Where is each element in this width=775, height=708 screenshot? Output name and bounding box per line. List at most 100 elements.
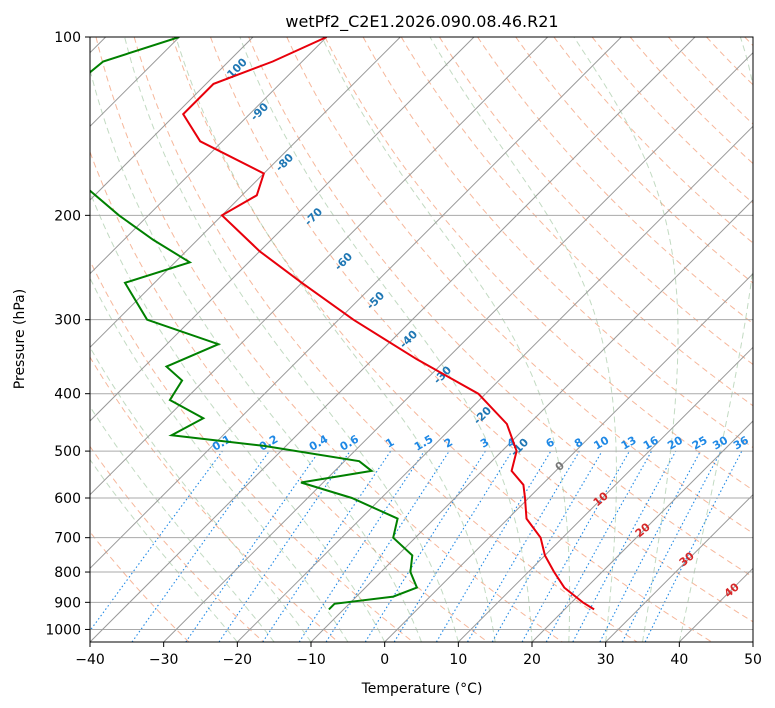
dry-adiabat-label: -90: [248, 100, 271, 123]
mixing-ratio-label: 16: [641, 433, 661, 452]
isotherm: [384, 272, 753, 642]
dry-adiabat-label: -30: [431, 363, 454, 386]
dry-adiabat: [400, 37, 753, 407]
dry-adiabat: [133, 37, 638, 642]
dry-adiabat: [286, 37, 753, 534]
mixing-ratio-line: [364, 450, 486, 642]
x-tick-label: 30: [597, 652, 615, 668]
moist-adiabat: [573, 37, 679, 642]
dry-adiabat: [324, 37, 753, 491]
dry-adiabats: [90, 37, 753, 642]
moist-adiabat: [90, 346, 312, 642]
mixing-ratio-label: 10: [592, 433, 612, 452]
x-tick-label: −30: [149, 652, 179, 668]
isotherm: [90, 37, 622, 570]
dry-adiabat: [171, 37, 712, 642]
moist-adiabat: [321, 37, 571, 642]
dry-adiabat: [706, 37, 753, 86]
moist-adiabat: [175, 37, 496, 642]
x-tick-label: 40: [670, 652, 688, 668]
isotherm: [310, 199, 753, 642]
isotherm: [752, 641, 753, 642]
dry-adiabat: [90, 445, 264, 642]
y-tick-label: 800: [54, 565, 81, 581]
mixing-ratio-label: 25: [690, 434, 710, 453]
mixing-ratio-line: [325, 450, 450, 642]
moist-adiabat: [90, 458, 238, 642]
y-tick-label: 1000: [45, 622, 81, 638]
dry-adiabat: [668, 37, 753, 125]
mixing-ratio-label: 1: [383, 436, 396, 451]
x-tick-label: −20: [223, 652, 253, 668]
x-tick-label: −40: [75, 652, 105, 668]
mixing-ratio-line: [644, 450, 743, 642]
isotherm: [90, 37, 549, 496]
dewpoint-profile-line: [90, 37, 419, 611]
dry-adiabat: [210, 37, 753, 623]
y-axis-label: Pressure (hPa): [12, 289, 28, 389]
mixing-ratio-line: [262, 450, 392, 642]
mixing-ratio-line: [572, 450, 677, 642]
dry-adiabat: [591, 37, 753, 204]
mixing-ratio-line: [218, 450, 351, 642]
pressure-gridlines: [90, 37, 753, 630]
y-tick-label: 200: [54, 208, 81, 224]
chart-title: wetPf2_C2E1.2026.090.08.46.R21: [285, 12, 558, 32]
moist-adiabat: [90, 277, 349, 642]
x-tick-label: 20: [523, 652, 541, 668]
isotherm: [90, 37, 696, 642]
mixing-ratio-label: 30: [710, 433, 730, 452]
x-tick-label: 0: [380, 652, 389, 668]
y-tick-label: 400: [54, 387, 81, 403]
mixing-ratio-line: [467, 450, 580, 642]
y-tick-label: 600: [54, 491, 81, 507]
dry-adiabat-label: -60: [332, 250, 355, 273]
y-tick-label: 500: [54, 444, 81, 460]
dry-adiabat: [95, 37, 563, 642]
dry-adiabat: [248, 37, 753, 578]
isotherm: [605, 493, 753, 642]
isotherm: [678, 567, 753, 642]
temperature-profile-line: [181, 37, 595, 611]
mixing-ratio-line: [298, 450, 425, 642]
x-tick-label: 50: [744, 652, 762, 668]
x-axis-label: Temperature (°C): [361, 681, 483, 697]
mixing-ratio-line: [435, 450, 552, 642]
mixing-ratio-line: [393, 450, 513, 642]
plot-area: 0.1 0.2 0.4 0.6 1 1.5 2 3 4 6 8 10 13 16 20 25 30 36-100-…: [90, 37, 753, 642]
y-axis-ticks: 100 200 300 400 500 600 700 800 900 1000: [45, 30, 90, 638]
mixing-ratio-line: [185, 450, 320, 642]
y-tick-label: 900: [54, 595, 81, 611]
mixing-ratio-line: [545, 450, 653, 642]
x-tick-label: 10: [449, 652, 467, 668]
mixing-ratio-line: [90, 450, 223, 632]
y-tick-label: 300: [54, 313, 81, 329]
dry-adiabat-label: -50: [364, 289, 387, 312]
x-axis-ticks: −40 −30 −20 −10 0 10 20 30 40 50: [75, 642, 762, 668]
mixing-ratio-label: 36: [731, 433, 751, 452]
moist-adiabat: [90, 67, 422, 642]
mixing-ratio-line: [521, 450, 630, 642]
mixing-ratio-line: [131, 450, 270, 642]
dry-adiabat: [438, 37, 753, 366]
moist-adiabat-label: 30: [677, 549, 697, 569]
y-tick-label: 100: [54, 30, 81, 46]
isotherm: [457, 346, 753, 642]
mixing-ratio-label: 3: [478, 436, 491, 451]
dry-adiabat: [553, 37, 753, 244]
moist-adiabat: [429, 37, 617, 642]
mixing-ratio-label: 6: [544, 435, 557, 450]
isotherm: [531, 420, 753, 642]
isotherm: [90, 37, 254, 201]
isotherm: [90, 37, 475, 422]
dry-adiabat: [90, 259, 414, 642]
line-labels: 0.1 0.2 0.4 0.6 1 1.5 2 3 4 6 8 10 13 16 20 25 30 36-100-…: [210, 55, 751, 600]
x-tick-label: −10: [296, 652, 326, 668]
mixing-ratio-label: 0.6: [338, 432, 362, 453]
isotherm: [236, 125, 753, 642]
dry-adiabat-label: -80: [273, 151, 296, 174]
isotherm: [163, 51, 753, 642]
dry-adiabat: [90, 531, 190, 642]
isotherm: [90, 37, 328, 275]
mixing-ratio-lines: [90, 450, 743, 642]
